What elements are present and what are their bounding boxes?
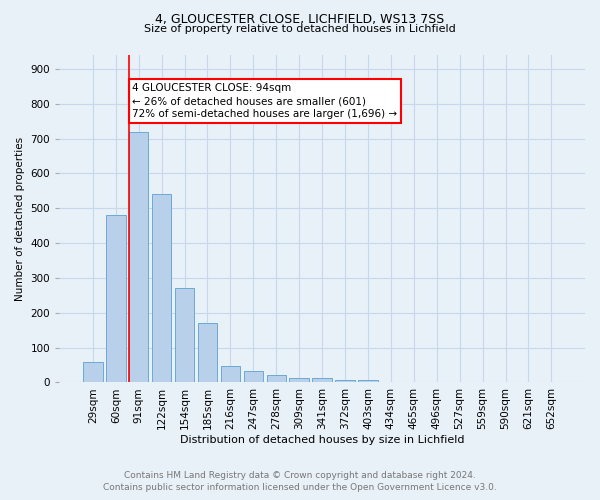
Bar: [244, 372, 263, 382]
X-axis label: Distribution of detached houses by size in Lichfield: Distribution of detached houses by size …: [180, 435, 464, 445]
Bar: [221, 366, 240, 382]
Bar: [175, 288, 194, 382]
Text: 4 GLOUCESTER CLOSE: 94sqm
← 26% of detached houses are smaller (601)
72% of semi: 4 GLOUCESTER CLOSE: 94sqm ← 26% of detac…: [133, 83, 398, 120]
Bar: [129, 132, 148, 382]
Bar: [152, 194, 172, 382]
Bar: [83, 362, 103, 382]
Y-axis label: Number of detached properties: Number of detached properties: [15, 136, 25, 301]
Bar: [289, 378, 309, 382]
Text: 4, GLOUCESTER CLOSE, LICHFIELD, WS13 7SS: 4, GLOUCESTER CLOSE, LICHFIELD, WS13 7SS: [155, 12, 445, 26]
Text: Size of property relative to detached houses in Lichfield: Size of property relative to detached ho…: [144, 24, 456, 34]
Bar: [358, 380, 377, 382]
Bar: [313, 378, 332, 382]
Bar: [335, 380, 355, 382]
Bar: [106, 215, 125, 382]
Bar: [198, 323, 217, 382]
Text: Contains HM Land Registry data © Crown copyright and database right 2024.
Contai: Contains HM Land Registry data © Crown c…: [103, 471, 497, 492]
Bar: [266, 376, 286, 382]
